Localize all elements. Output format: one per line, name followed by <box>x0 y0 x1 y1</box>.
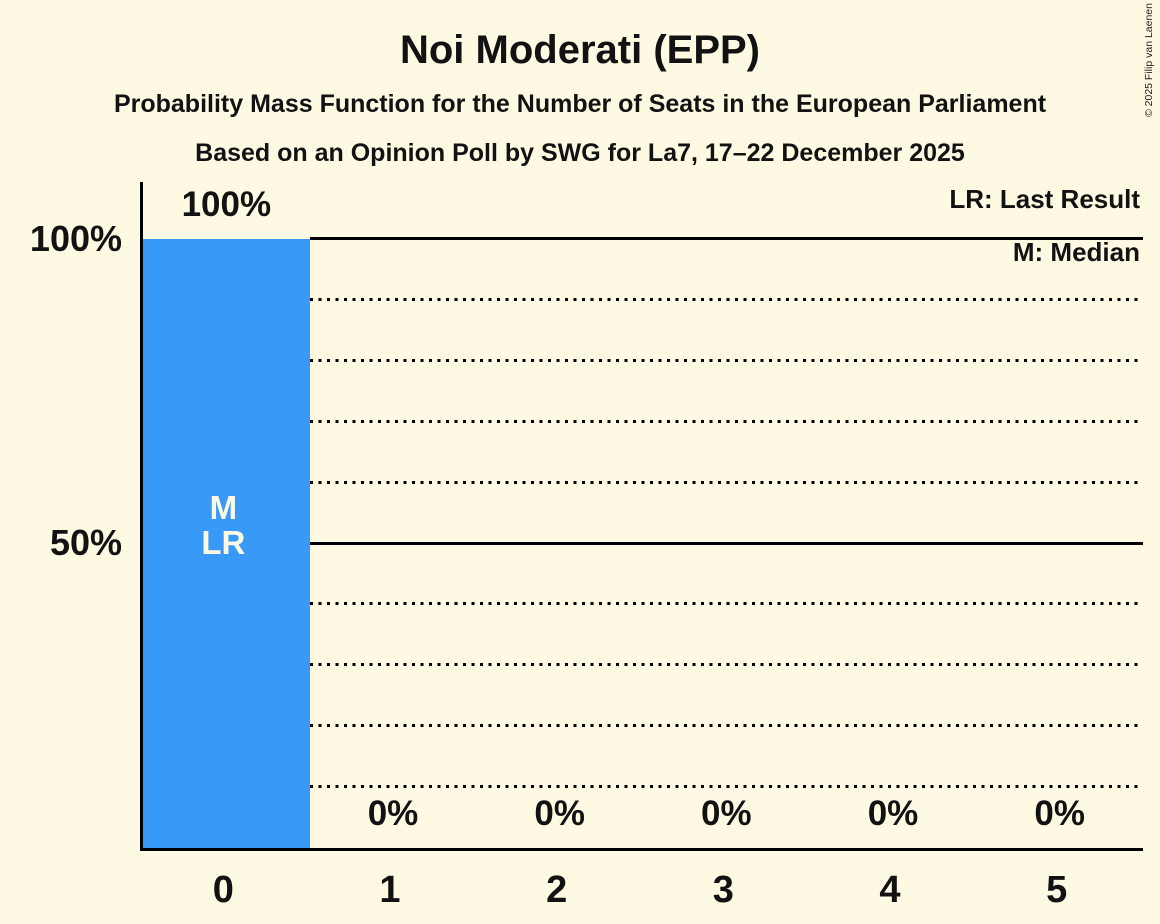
x-tick-0: 0 <box>212 869 234 911</box>
x-tick-4: 4 <box>879 869 901 911</box>
value-label-seats-4: 0% <box>867 794 919 833</box>
gridline-dotted-80 <box>309 358 1143 362</box>
bar-marker-m: M <box>209 489 238 526</box>
value-label-seats-2: 0% <box>534 794 585 833</box>
bar-marker-lr: LR <box>201 523 246 561</box>
gridline-solid-100 <box>309 237 1143 240</box>
value-label-seats-3: 0% <box>701 794 752 833</box>
x-tick-3: 3 <box>712 869 734 911</box>
chart-title: Noi Moderati (EPP) <box>399 28 761 72</box>
y-axis-label-100: 100% <box>29 217 122 259</box>
plot-area: 100% 0% 0% 0% 0% 0% <box>140 182 1143 851</box>
gridline-dotted-20 <box>309 724 1143 728</box>
bar-seats-0 <box>143 238 310 848</box>
bar-marker-block-seats-0: M LR <box>140 489 307 561</box>
gridline-dotted-90 <box>309 297 1143 301</box>
y-axis-label-50: 50% <box>49 522 122 563</box>
gridline-dotted-30 <box>309 663 1143 667</box>
x-tick-1: 1 <box>379 869 401 911</box>
chart-source-subtitle: Based on an Opinion Poll by SWG for La7,… <box>195 139 965 167</box>
value-label-seats-1: 0% <box>367 794 419 833</box>
gridline-dotted-10 <box>309 785 1143 789</box>
legend-median: M: Median <box>1012 237 1140 267</box>
gridline-dotted-70 <box>309 419 1143 423</box>
value-label-seats-0: 100% <box>181 185 272 224</box>
legend-last-result: LR: Last Result <box>949 184 1140 214</box>
value-label-seats-5: 0% <box>1034 794 1085 833</box>
copyright-notice: © 2025 Filip van Laenen <box>1143 3 1155 117</box>
chart-subtitle: Probability Mass Function for the Number… <box>113 90 1047 118</box>
gridline-dotted-60 <box>309 480 1143 484</box>
gridline-dotted-40 <box>309 602 1143 606</box>
gridline-solid-50 <box>309 541 1143 545</box>
x-tick-5: 5 <box>1046 869 1068 911</box>
x-tick-2: 2 <box>546 869 568 911</box>
